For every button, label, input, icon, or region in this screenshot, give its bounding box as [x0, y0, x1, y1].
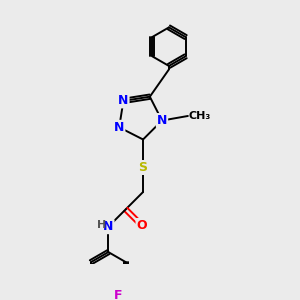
Text: CH₃: CH₃ [189, 111, 211, 121]
Text: F: F [114, 290, 122, 300]
Text: N: N [103, 220, 114, 233]
Text: N: N [118, 94, 129, 107]
Text: S: S [139, 161, 148, 174]
Text: H: H [97, 220, 106, 230]
Text: O: O [136, 219, 147, 232]
Text: N: N [114, 121, 124, 134]
Text: N: N [157, 114, 167, 127]
